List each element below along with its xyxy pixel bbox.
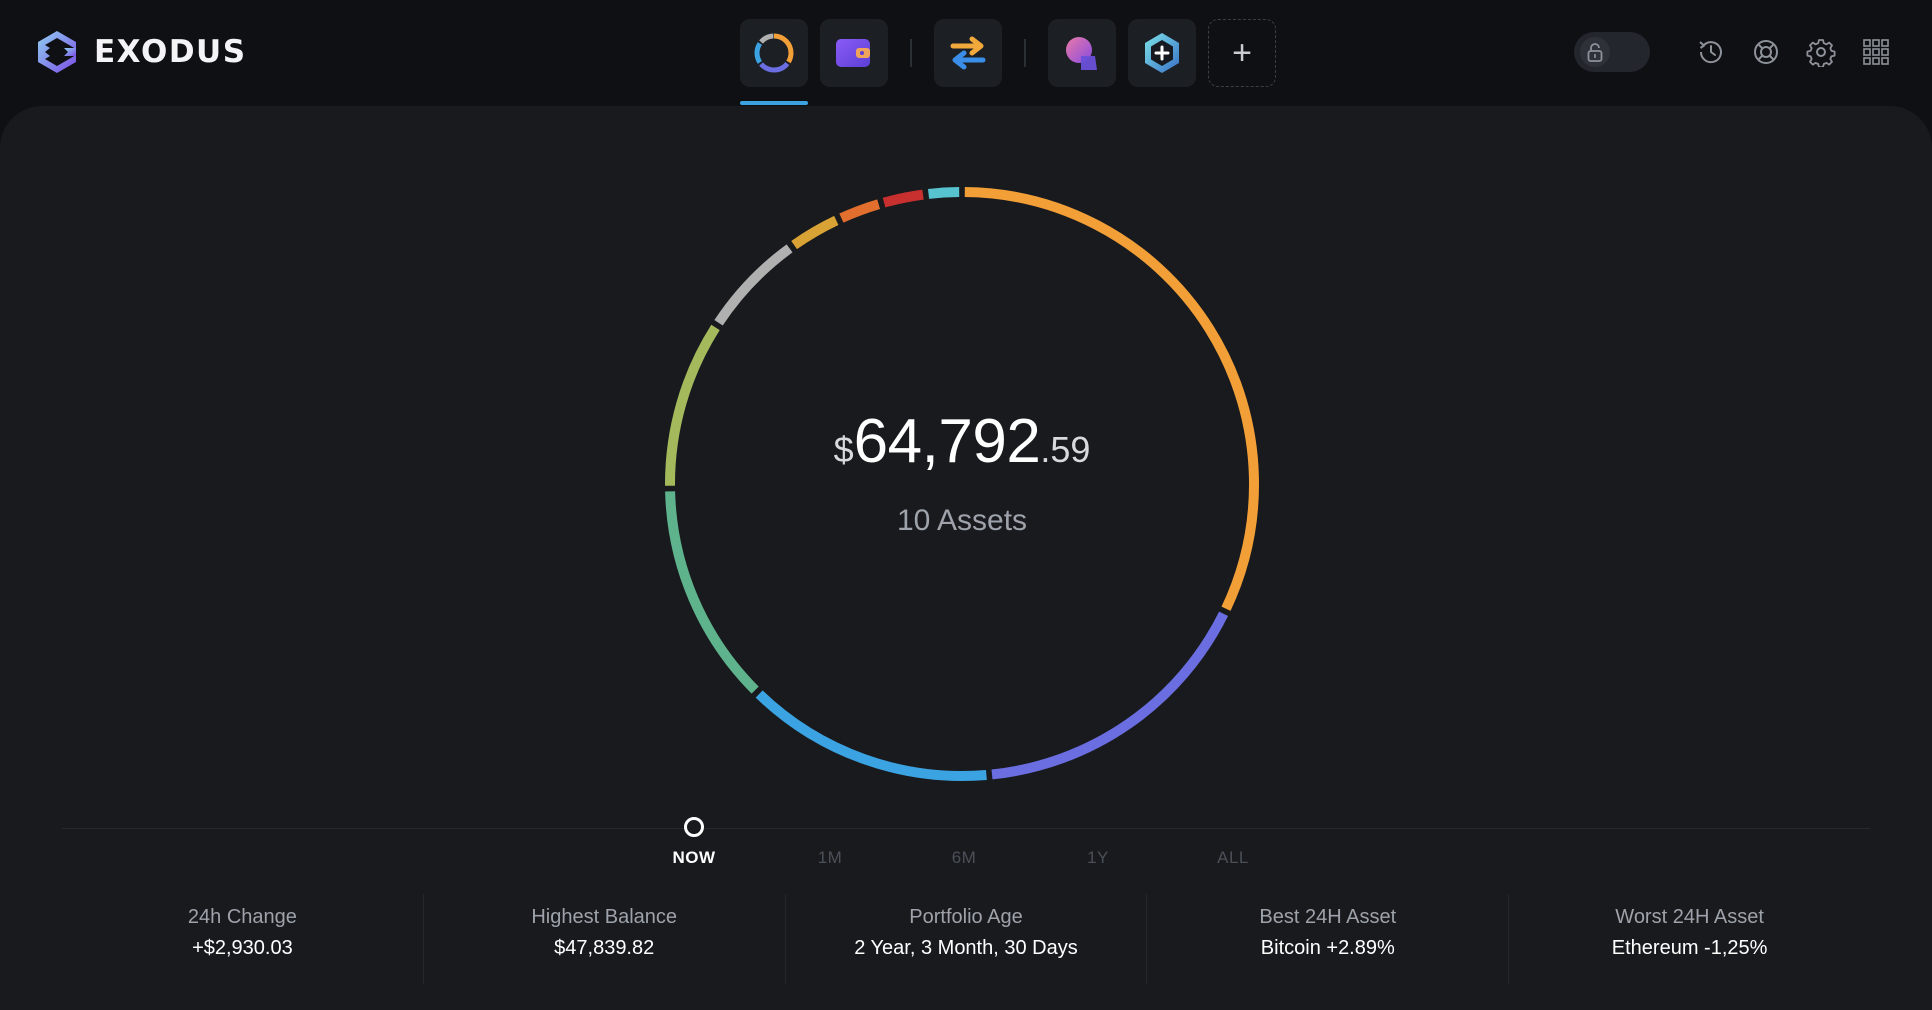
portfolio-panel: $64,792.59 10 Assets NOW 1M 6M 1Y ALL 24… — [0, 106, 1932, 1010]
exchange-arrows-icon — [950, 36, 986, 70]
stat-label: Best 24H Asset — [1259, 906, 1397, 928]
timeline-1m[interactable]: 1M — [817, 848, 843, 867]
stat-worst-asset: Worst 24H Asset Ethereum -1,25% — [1509, 894, 1870, 984]
toolbar-right — [1574, 30, 1894, 74]
lock-icon — [1587, 43, 1603, 62]
timeline-now[interactable]: NOW — [672, 848, 716, 867]
grid-menu-icon — [1863, 39, 1889, 65]
lock-knob — [1580, 37, 1610, 67]
settings-icon — [1806, 39, 1836, 67]
app-name: EXODUS — [94, 34, 247, 70]
main-tabs: + — [740, 18, 1276, 105]
add-app-button[interactable]: + — [1208, 19, 1276, 87]
currency-symbol: $ — [833, 429, 854, 470]
assets-count: 10 Assets — [896, 504, 1028, 537]
donut-segment[interactable] — [665, 324, 720, 486]
tab-wallet[interactable] — [820, 19, 888, 87]
tab-separator — [910, 39, 912, 67]
balance-integer: 64,792 — [853, 407, 1041, 476]
stat-value: Bitcoin +2.89% — [1260, 937, 1395, 959]
portfolio-balance: $64,792.59 — [662, 406, 1262, 477]
exodus-logo-icon — [38, 31, 76, 73]
timeline-all[interactable]: ALL — [1217, 848, 1249, 867]
history-button[interactable] — [1693, 34, 1729, 70]
tab-web3[interactable] — [1128, 19, 1196, 87]
tab-portfolio[interactable] — [740, 19, 808, 105]
stat-label: Highest Balance — [531, 906, 678, 928]
stat-highest-balance: Highest Balance $47,839.82 — [424, 894, 786, 984]
tab-apps[interactable] — [1048, 19, 1116, 87]
stat-label: Worst 24H Asset — [1615, 906, 1764, 928]
support-icon — [1754, 40, 1778, 64]
donut-segment[interactable] — [714, 244, 793, 326]
tab-separator — [1024, 39, 1026, 67]
history-icon — [1699, 41, 1722, 64]
portfolio-donut-icon — [754, 33, 794, 73]
exodus-logo[interactable]: EXODUS — [34, 28, 247, 76]
donut-segment[interactable] — [882, 189, 924, 208]
stat-label: Portfolio Age — [909, 906, 1023, 928]
donut-segment[interactable] — [839, 199, 881, 223]
stat-portfolio-age: Portfolio Age 2 Year, 3 Month, 30 Days — [786, 894, 1148, 984]
portfolio-stats: 24h Change +$2,930.03 Highest Balance $4… — [62, 894, 1870, 984]
stat-value: 2 Year, 3 Month, 30 Days — [854, 937, 1078, 959]
settings-button[interactable] — [1803, 34, 1839, 70]
donut-segment[interactable] — [927, 187, 960, 199]
timeline-1y[interactable]: 1Y — [1087, 848, 1109, 867]
top-bar: EXODUS — [0, 0, 1932, 106]
timeline-track — [62, 828, 1870, 829]
lock-toggle[interactable] — [1574, 32, 1650, 72]
donut-segment[interactable] — [964, 187, 1259, 611]
timeline-6m[interactable]: 6M — [951, 848, 977, 867]
donut-segment[interactable] — [665, 491, 759, 694]
timeline-handle[interactable] — [684, 817, 704, 837]
donut-svg — [665, 187, 1259, 781]
stat-value: $47,839.82 — [554, 937, 655, 959]
apps-grid-button[interactable] — [1858, 34, 1894, 70]
hexagon-plus-icon — [1145, 33, 1179, 73]
balance-decimal: .59 — [1040, 429, 1091, 470]
donut-segment[interactable] — [791, 215, 839, 250]
donut-segment[interactable] — [755, 690, 987, 781]
tab-exchange[interactable] — [934, 19, 1002, 87]
wallet-icon — [836, 39, 870, 67]
stat-24h-change: 24h Change +$2,930.03 — [62, 894, 424, 984]
support-button[interactable] — [1748, 34, 1784, 70]
stat-label: 24h Change — [187, 906, 297, 928]
stat-value: +$2,930.03 — [192, 937, 293, 959]
portfolio-donut-chart — [662, 184, 1262, 784]
donut-segment[interactable] — [991, 611, 1229, 780]
stat-best-asset: Best 24H Asset Bitcoin +2.89% — [1147, 894, 1510, 984]
apps-avatar-icon — [1066, 37, 1097, 70]
stat-value: Ethereum -1,25% — [1611, 937, 1768, 959]
